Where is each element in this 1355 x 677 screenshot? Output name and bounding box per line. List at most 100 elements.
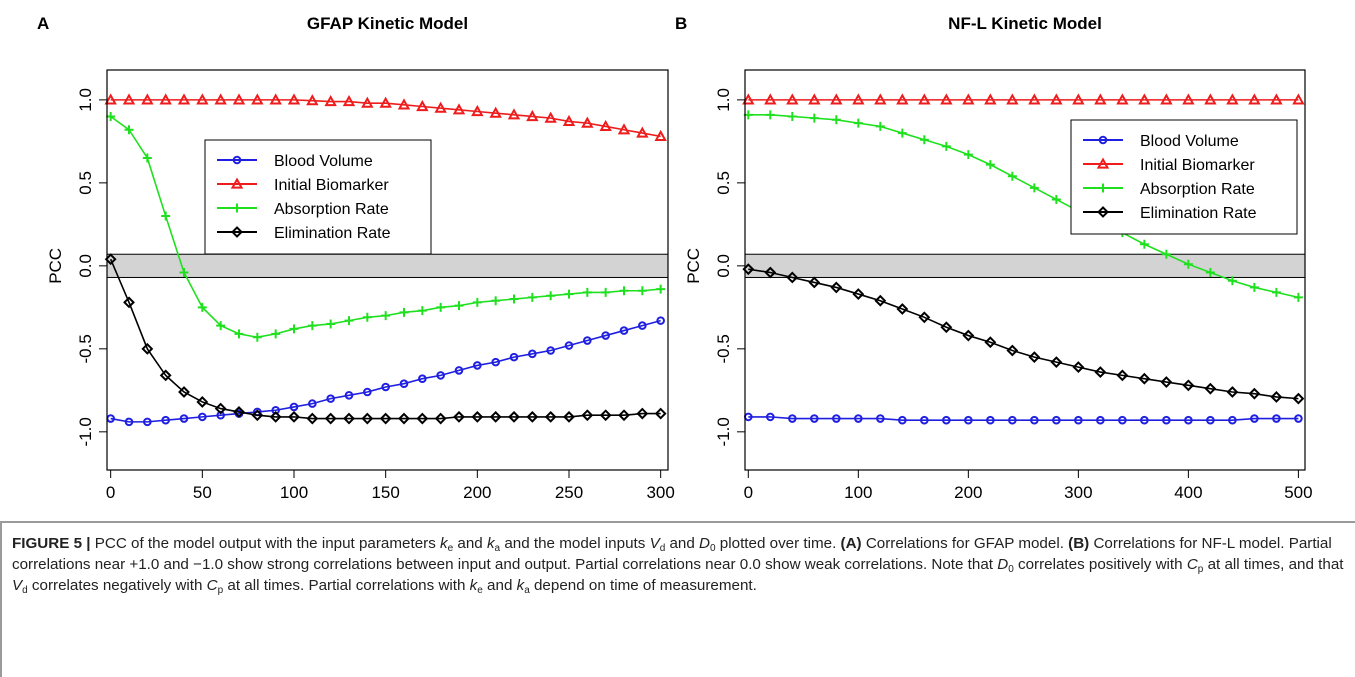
y-axis-title: PCC	[684, 248, 703, 284]
marker	[1292, 93, 1305, 105]
x-tick-label: 50	[193, 483, 212, 502]
marker	[124, 417, 134, 427]
caption-text: and	[665, 535, 700, 552]
marker	[1160, 93, 1173, 105]
chart-title: NF-L Kinetic Model	[948, 14, 1102, 33]
marker	[104, 253, 117, 266]
series	[742, 93, 1305, 105]
legend: Blood Volume Initial Biomarker Absorption…	[204, 139, 432, 255]
marker	[143, 417, 152, 427]
marker	[1249, 282, 1259, 292]
marker	[1204, 382, 1217, 395]
marker	[1098, 183, 1108, 193]
marker	[581, 409, 594, 422]
y-tick-label: 0.0	[76, 254, 95, 278]
marker	[123, 296, 135, 309]
x-tick-label: 500	[1284, 483, 1312, 502]
marker	[326, 319, 336, 329]
marker	[159, 93, 172, 105]
marker	[963, 150, 973, 160]
marker	[230, 177, 244, 189]
marker	[509, 294, 519, 304]
marker	[471, 410, 484, 423]
figure: A GFAP Kinetic Model 0 50 100 150 200 250 300 -1.…	[37, 14, 1313, 502]
marker	[269, 93, 282, 105]
caption-text: Correlations for GFAP model.	[861, 535, 1069, 552]
marker	[1118, 415, 1127, 425]
marker	[1116, 369, 1129, 382]
marker	[526, 109, 539, 122]
y-tick-label: -1.0	[76, 417, 95, 446]
marker	[852, 288, 865, 300]
marker	[599, 119, 612, 132]
marker	[472, 297, 482, 307]
marker	[159, 369, 172, 382]
marker	[306, 412, 319, 425]
x-tick-label: 0	[106, 483, 115, 502]
marker	[1028, 93, 1041, 105]
marker	[1226, 93, 1239, 105]
marker	[509, 352, 519, 362]
marker	[527, 292, 537, 302]
marker	[397, 98, 411, 110]
marker	[232, 203, 242, 213]
marker	[808, 93, 821, 105]
marker	[233, 405, 245, 418]
chart-title: GFAP Kinetic Model	[307, 14, 468, 33]
marker	[1248, 387, 1261, 400]
marker	[141, 93, 154, 105]
symbol: D	[699, 535, 711, 552]
marker	[546, 346, 555, 355]
legend-label: Blood Volume	[274, 153, 373, 170]
caption-text: and	[482, 577, 517, 594]
marker	[986, 415, 995, 425]
symbol: k	[440, 535, 448, 552]
marker	[198, 412, 207, 422]
marker	[454, 301, 464, 311]
marker	[876, 414, 885, 423]
y-tick-label: -0.5	[714, 334, 733, 363]
marker	[656, 316, 665, 325]
marker	[962, 329, 975, 342]
marker	[234, 329, 244, 339]
marker	[788, 414, 797, 423]
marker	[1074, 415, 1083, 425]
marker	[398, 412, 410, 425]
series	[106, 316, 665, 427]
series-line	[110, 99, 661, 138]
marker	[1293, 292, 1303, 302]
marker	[326, 394, 335, 403]
marker	[874, 294, 887, 307]
band	[106, 253, 669, 278]
plot-frame	[106, 69, 669, 471]
marker	[1052, 415, 1061, 425]
series-line	[748, 268, 1299, 400]
marker	[287, 93, 301, 105]
marker	[897, 128, 907, 138]
marker	[1138, 93, 1151, 105]
marker	[269, 410, 282, 423]
marker	[1094, 93, 1107, 105]
series	[744, 412, 1303, 425]
marker	[434, 101, 447, 113]
marker	[582, 287, 592, 297]
marker	[416, 99, 429, 112]
marker	[563, 410, 575, 423]
marker	[1270, 391, 1283, 403]
symbol: C	[206, 577, 218, 594]
marker	[161, 415, 170, 425]
marker	[343, 412, 355, 425]
subscript: 0	[1008, 564, 1014, 575]
caption-text: at all times. Partial correlations with	[223, 577, 470, 594]
marker	[941, 141, 951, 151]
symbol: D	[997, 556, 1009, 573]
legend-label: Elimination Rate	[274, 225, 391, 242]
marker	[196, 93, 209, 105]
marker	[251, 409, 264, 422]
marker	[1227, 276, 1237, 286]
marker	[1096, 157, 1110, 169]
marker	[786, 271, 799, 284]
caption-text: and the model inputs	[500, 535, 650, 552]
marker	[764, 93, 777, 105]
